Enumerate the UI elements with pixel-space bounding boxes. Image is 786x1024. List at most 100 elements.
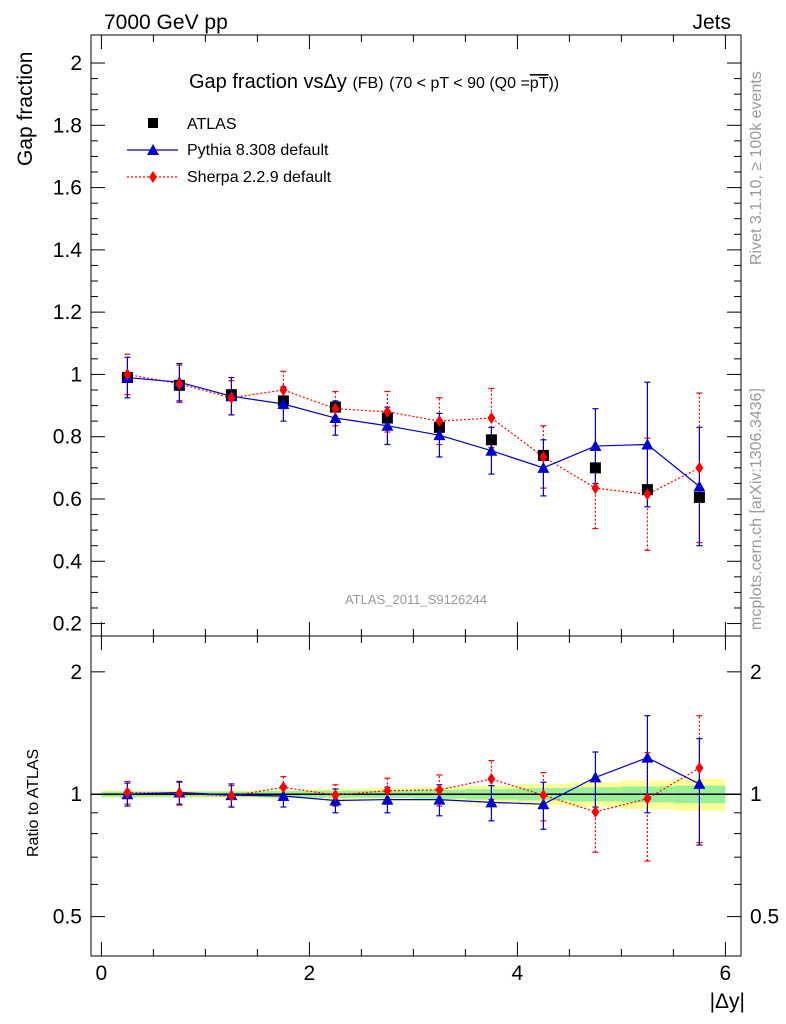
atlas-point	[589, 462, 601, 474]
legend-marker-pythia	[147, 144, 159, 155]
y-tick-label: 2	[70, 52, 82, 75]
sherpa-point	[123, 368, 132, 381]
legend: ATLAS Pythia 8.308 default Sherpa 2.2.9 …	[127, 116, 332, 186]
ratio-sherpa-point	[331, 789, 340, 802]
header-left: 7000 GeV pp	[104, 11, 228, 34]
ratio-y-tick-label: 0.5	[53, 906, 82, 929]
ratio-sherpa-point	[435, 783, 444, 796]
header-right: Jets	[692, 11, 731, 34]
y-tick-label: 0.2	[53, 613, 82, 636]
legend-label-atlas: ATLAS	[187, 116, 237, 133]
sherpa-point	[279, 383, 288, 396]
ratio-sherpa-point	[643, 792, 652, 805]
ratio-y-tick-label: 2	[70, 661, 82, 684]
ratio-sherpa-point	[383, 784, 392, 797]
ratio-sherpa-point	[175, 787, 184, 800]
sherpa-point	[435, 415, 444, 428]
ratio-pythia-point	[433, 793, 446, 805]
ratio-pythia-point	[485, 796, 498, 808]
legend-label-sherpa: Sherpa 2.2.9 default	[187, 169, 332, 186]
main-ylabel: Gap fraction	[14, 52, 37, 166]
ratio-ylabel: Ratio to ATLAS	[25, 749, 42, 857]
sherpa-point	[591, 482, 600, 495]
pythia-point	[381, 419, 394, 431]
ratio-y-tick-label-right: 2	[750, 661, 762, 684]
rivet-label: Rivet 3.1.10, ≥ 100k events	[748, 71, 765, 265]
title-var: y	[337, 71, 347, 93]
ratio-sherpa-point	[279, 781, 288, 794]
ratio-pythia-point	[641, 751, 654, 763]
pythia-point	[641, 438, 654, 450]
atlas-point	[693, 491, 705, 503]
title-delta: Δ	[324, 71, 337, 93]
legend-entry-pythia: Pythia 8.308 default	[127, 142, 329, 159]
y-tick-label: 1.2	[53, 301, 82, 324]
pythia-point	[433, 429, 446, 441]
sherpa-point	[383, 405, 392, 418]
legend-label-pythia: Pythia 8.308 default	[187, 142, 329, 159]
x-tick-label: 2	[304, 962, 316, 985]
ratio-y-tick-label: 1	[70, 783, 82, 806]
y-tick-label: 0.8	[53, 426, 82, 449]
atlas-point	[485, 434, 497, 446]
y-tick-label: 1.4	[53, 239, 83, 262]
pythia-point	[329, 412, 342, 424]
pythia-point	[693, 480, 706, 492]
y-tick-label: 1.6	[53, 177, 82, 200]
sherpa-point	[227, 391, 236, 404]
main-plot: 0.2 0.4 0.6 0.8 1 1.2 1.4 1.6 1.8 2	[53, 34, 742, 637]
y-tick-label: 1	[70, 363, 82, 386]
atlas-point	[381, 412, 393, 424]
pythia-point	[277, 398, 290, 410]
ratio-pythia-point	[381, 793, 394, 805]
ratio-sherpa-line	[127, 767, 700, 813]
ratio-plot: 0 2 4 6 0.5 0.5 1 1 2 2	[53, 635, 779, 985]
y-tick-label: 1.8	[53, 114, 82, 137]
x-tick-label: 4	[512, 962, 524, 985]
ratio-pythia-point	[693, 777, 706, 789]
ratio-y-tick-label-right: 1	[750, 783, 762, 806]
title-main: Gap fraction vs	[189, 71, 324, 93]
ratio-sherpa-point	[695, 762, 704, 775]
sherpa-point	[643, 488, 652, 501]
pythia-point	[537, 461, 550, 473]
x-tick-label: 0	[96, 962, 108, 985]
title-close: ))	[548, 75, 559, 92]
ratio-sherpa-point	[591, 805, 600, 818]
legend-marker-atlas	[148, 118, 158, 128]
sherpa-point	[487, 412, 496, 425]
ratio-sherpa-point	[487, 773, 496, 786]
ratio-pythia-point	[277, 789, 290, 801]
plot-title: Gap fraction vsΔy (FB) (70 < pT < 90 (Q0…	[189, 71, 559, 93]
title-range: (70 < pT < 90 (Q0 =	[389, 75, 530, 92]
atlas-point	[433, 421, 445, 433]
legend-entry-atlas: ATLAS	[148, 116, 237, 133]
analysis-watermark: ATLAS_2011_S9126244	[345, 592, 487, 607]
legend-entry-sherpa: Sherpa 2.2.9 default	[127, 169, 332, 186]
sherpa-point	[539, 450, 548, 463]
sherpa-point	[695, 461, 704, 474]
ratio-y-tick-label-right: 0.5	[750, 906, 779, 929]
x-tick-label: 6	[720, 962, 732, 985]
ratio-pythia-point	[537, 798, 550, 810]
ratio-sherpa-point	[539, 789, 548, 802]
title-q0: pT	[530, 75, 549, 92]
pythia-point	[485, 444, 498, 456]
pythia-point	[589, 440, 602, 452]
ratio-frame	[90, 635, 742, 957]
y-tick-label: 0.6	[53, 488, 82, 511]
sherpa-point	[331, 402, 340, 415]
ratio-pythia-point	[589, 771, 602, 783]
ratio-sherpa-point	[227, 789, 236, 802]
xlabel: |Δy|	[710, 990, 745, 1013]
ratio-sherpa-point	[123, 786, 132, 799]
ratio-pythia-line	[127, 757, 700, 805]
pythia-line	[127, 376, 700, 487]
sherpa-point	[175, 377, 184, 390]
title-tag: (FB)	[352, 75, 383, 92]
mcplots-label: mcplots.cern.ch [arXiv:1306.3436]	[748, 388, 765, 630]
sherpa-line	[127, 373, 700, 495]
y-tick-label: 0.4	[53, 550, 83, 573]
legend-marker-sherpa	[149, 171, 157, 183]
